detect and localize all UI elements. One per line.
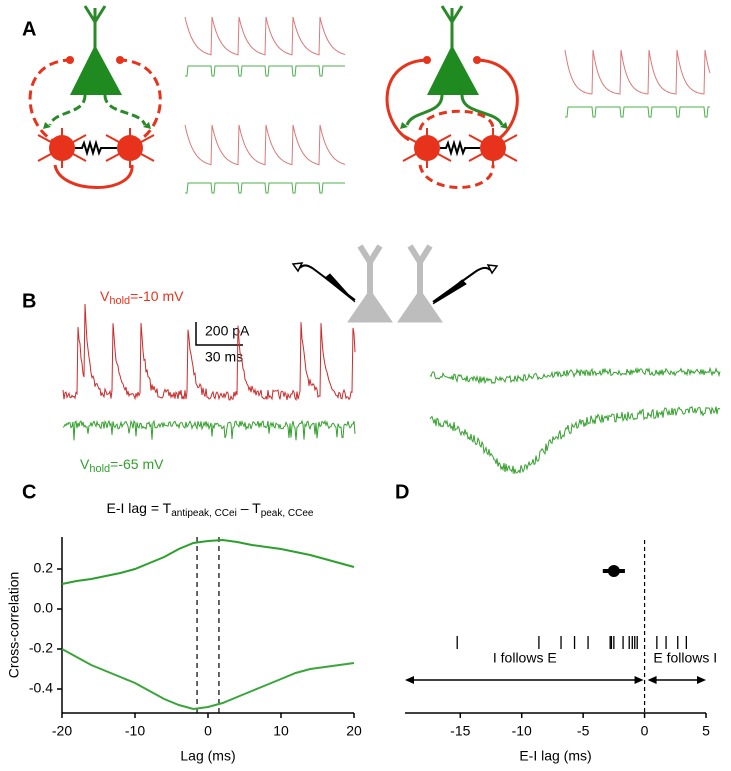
panel-label: D	[395, 481, 409, 503]
trace	[184, 16, 346, 56]
y-tick-label: -0.2	[29, 640, 53, 656]
trace	[429, 366, 721, 385]
trace	[429, 405, 721, 474]
circuit-diagram	[385, 5, 519, 189]
traces	[62, 16, 721, 474]
circuit-diagram	[28, 5, 162, 189]
panel-label: A	[22, 18, 36, 40]
x-tick-label: 20	[346, 723, 362, 739]
x-axis-title: Lag (ms)	[180, 748, 235, 764]
x-tick-label: -5	[577, 723, 590, 739]
scale-bar	[195, 322, 243, 346]
holding-label: Vhold=-10 mV	[100, 288, 184, 307]
equation: E-I lag = Tantipeak, CCei – Tpeak, CCee	[107, 500, 314, 519]
x-tick-label: -10	[125, 723, 145, 739]
data-line	[61, 648, 355, 711]
x-tick-label: 0	[204, 723, 212, 739]
annotation: E follows I	[653, 650, 717, 666]
y-tick-label: 0.2	[34, 560, 54, 576]
x-tick-label: 0	[641, 723, 649, 739]
mean-point	[607, 565, 620, 577]
scale-label: 30 ms	[205, 349, 243, 365]
y-axis-title: Cross-correlation	[6, 572, 22, 679]
x-tick-label: -20	[52, 723, 72, 739]
trace	[185, 65, 345, 77]
y-tick-label: 0.0	[34, 600, 54, 616]
trace	[62, 419, 356, 441]
y-tick-label: -0.4	[29, 680, 53, 696]
annotation: I follows E	[493, 650, 557, 666]
trace	[62, 303, 356, 402]
data-line	[61, 538, 355, 585]
panel-label: C	[22, 481, 36, 503]
x-axis-title: E-I lag (ms)	[519, 748, 591, 764]
x-tick-label: 5	[702, 723, 710, 739]
trace	[564, 49, 711, 95]
x-tick-label: -15	[450, 723, 470, 739]
cell-schematic	[291, 244, 499, 323]
holding-label: Vhold=-65 mV	[80, 456, 164, 475]
trace	[184, 124, 346, 166]
trace	[565, 106, 710, 118]
x-tick-label: -10	[512, 723, 532, 739]
panel-label: B	[22, 290, 36, 312]
scale-label: 200 pA	[205, 323, 250, 339]
x-tick-label: 10	[273, 723, 289, 739]
trace	[185, 182, 345, 194]
